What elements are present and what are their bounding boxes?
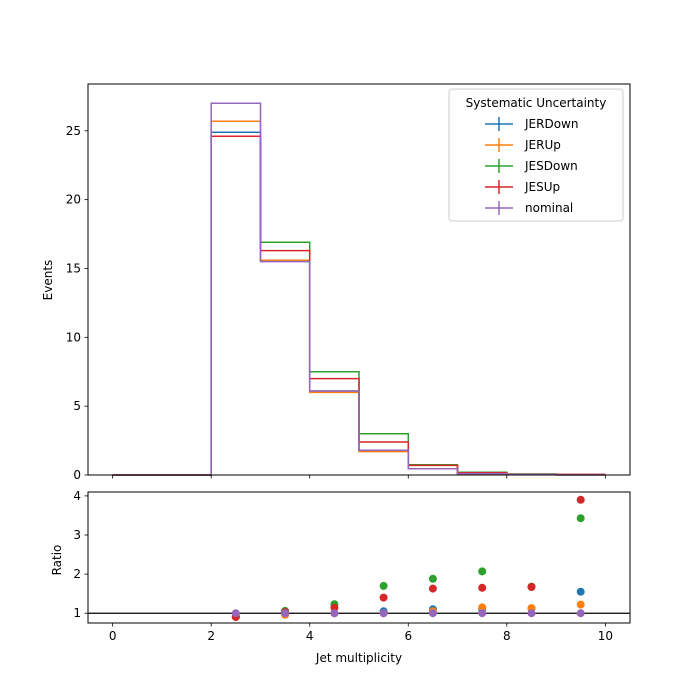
ratio-y-axis-label: Ratio [50,545,64,576]
ratio-point-JESDown [379,581,388,590]
y-tick-label: 2 [73,567,81,581]
ratio-point-nominal [576,609,585,618]
ratio-point-JESUp [478,583,487,592]
y-tick-label: 0 [73,468,81,482]
ratio-point-nominal [330,609,339,618]
histogram-y-axis-label: Events [41,260,55,301]
y-tick-label: 25 [66,124,81,138]
x-tick-label: 0 [109,629,117,643]
ratio-point-nominal [379,609,388,618]
legend-box [448,88,624,222]
ratio-point-JESUp [330,603,339,612]
y-tick-label: 20 [66,193,81,207]
x-tick-label: 10 [598,629,613,643]
y-tick-label: 3 [73,528,81,542]
ratio-point-JESDown [576,514,585,523]
ratio-point-JERUp [478,603,487,612]
ratio-point-JESDown [478,567,487,576]
histogram-panel: 0 5 10 15 20 25 Events Systematic Uncertainty… [41,83,631,482]
ratio-point-JESUp [576,495,585,504]
ratio-x-ticks: 0 2 4 6 8 10 [109,623,613,643]
y-tick-label: 10 [66,330,81,344]
ratio-point-nominal [527,609,536,618]
ratio-point-JESUp [428,584,437,593]
ratio-point-JERDown [576,587,585,596]
ratio-point-JESUp [379,593,388,602]
ratio-point-JERUp [576,600,585,609]
ratio-x-axis-label: Jet multiplicity [315,651,402,665]
y-tick-label: 5 [73,399,81,413]
legend-label-nominal: nominal [525,201,573,215]
ratio-point-nominal [231,609,240,618]
histogram-x-ticks [112,475,606,479]
x-tick-label: 4 [306,629,314,643]
ratio-axes-frame [87,491,631,624]
legend-entries: JERDown JERUp JESDown JESUp nominal [485,117,578,215]
legend-label-JESDown: JESDown [524,159,578,173]
x-tick-label: 8 [503,629,511,643]
y-tick-label: 4 [73,489,81,503]
legend-label-JESUp: JESUp [524,180,560,194]
y-tick-label: 15 [66,261,81,275]
ratio-point-nominal [281,609,290,618]
x-tick-label: 6 [404,629,412,643]
legend: Systematic Uncertainty JERDown JERUp JESDo… [448,88,624,222]
x-tick-label: 2 [207,629,215,643]
ratio-point-JESUp [527,583,536,591]
ratio-points-group [231,495,585,622]
y-tick-label: 1 [73,606,81,620]
ratio-y-ticks: 1 2 3 4 [73,489,88,620]
legend-label-JERDown: JERDown [524,117,578,131]
ratio-point-nominal [478,609,487,618]
ratio-point-JESDown [428,574,437,583]
ratio-point-nominal [428,609,437,618]
legend-label-JERUp: JERUp [524,138,561,152]
legend-title: Systematic Uncertainty [466,96,607,110]
histogram-axes-frame [87,83,631,476]
histogram-y-ticks: 0 5 10 15 20 25 [66,124,88,482]
